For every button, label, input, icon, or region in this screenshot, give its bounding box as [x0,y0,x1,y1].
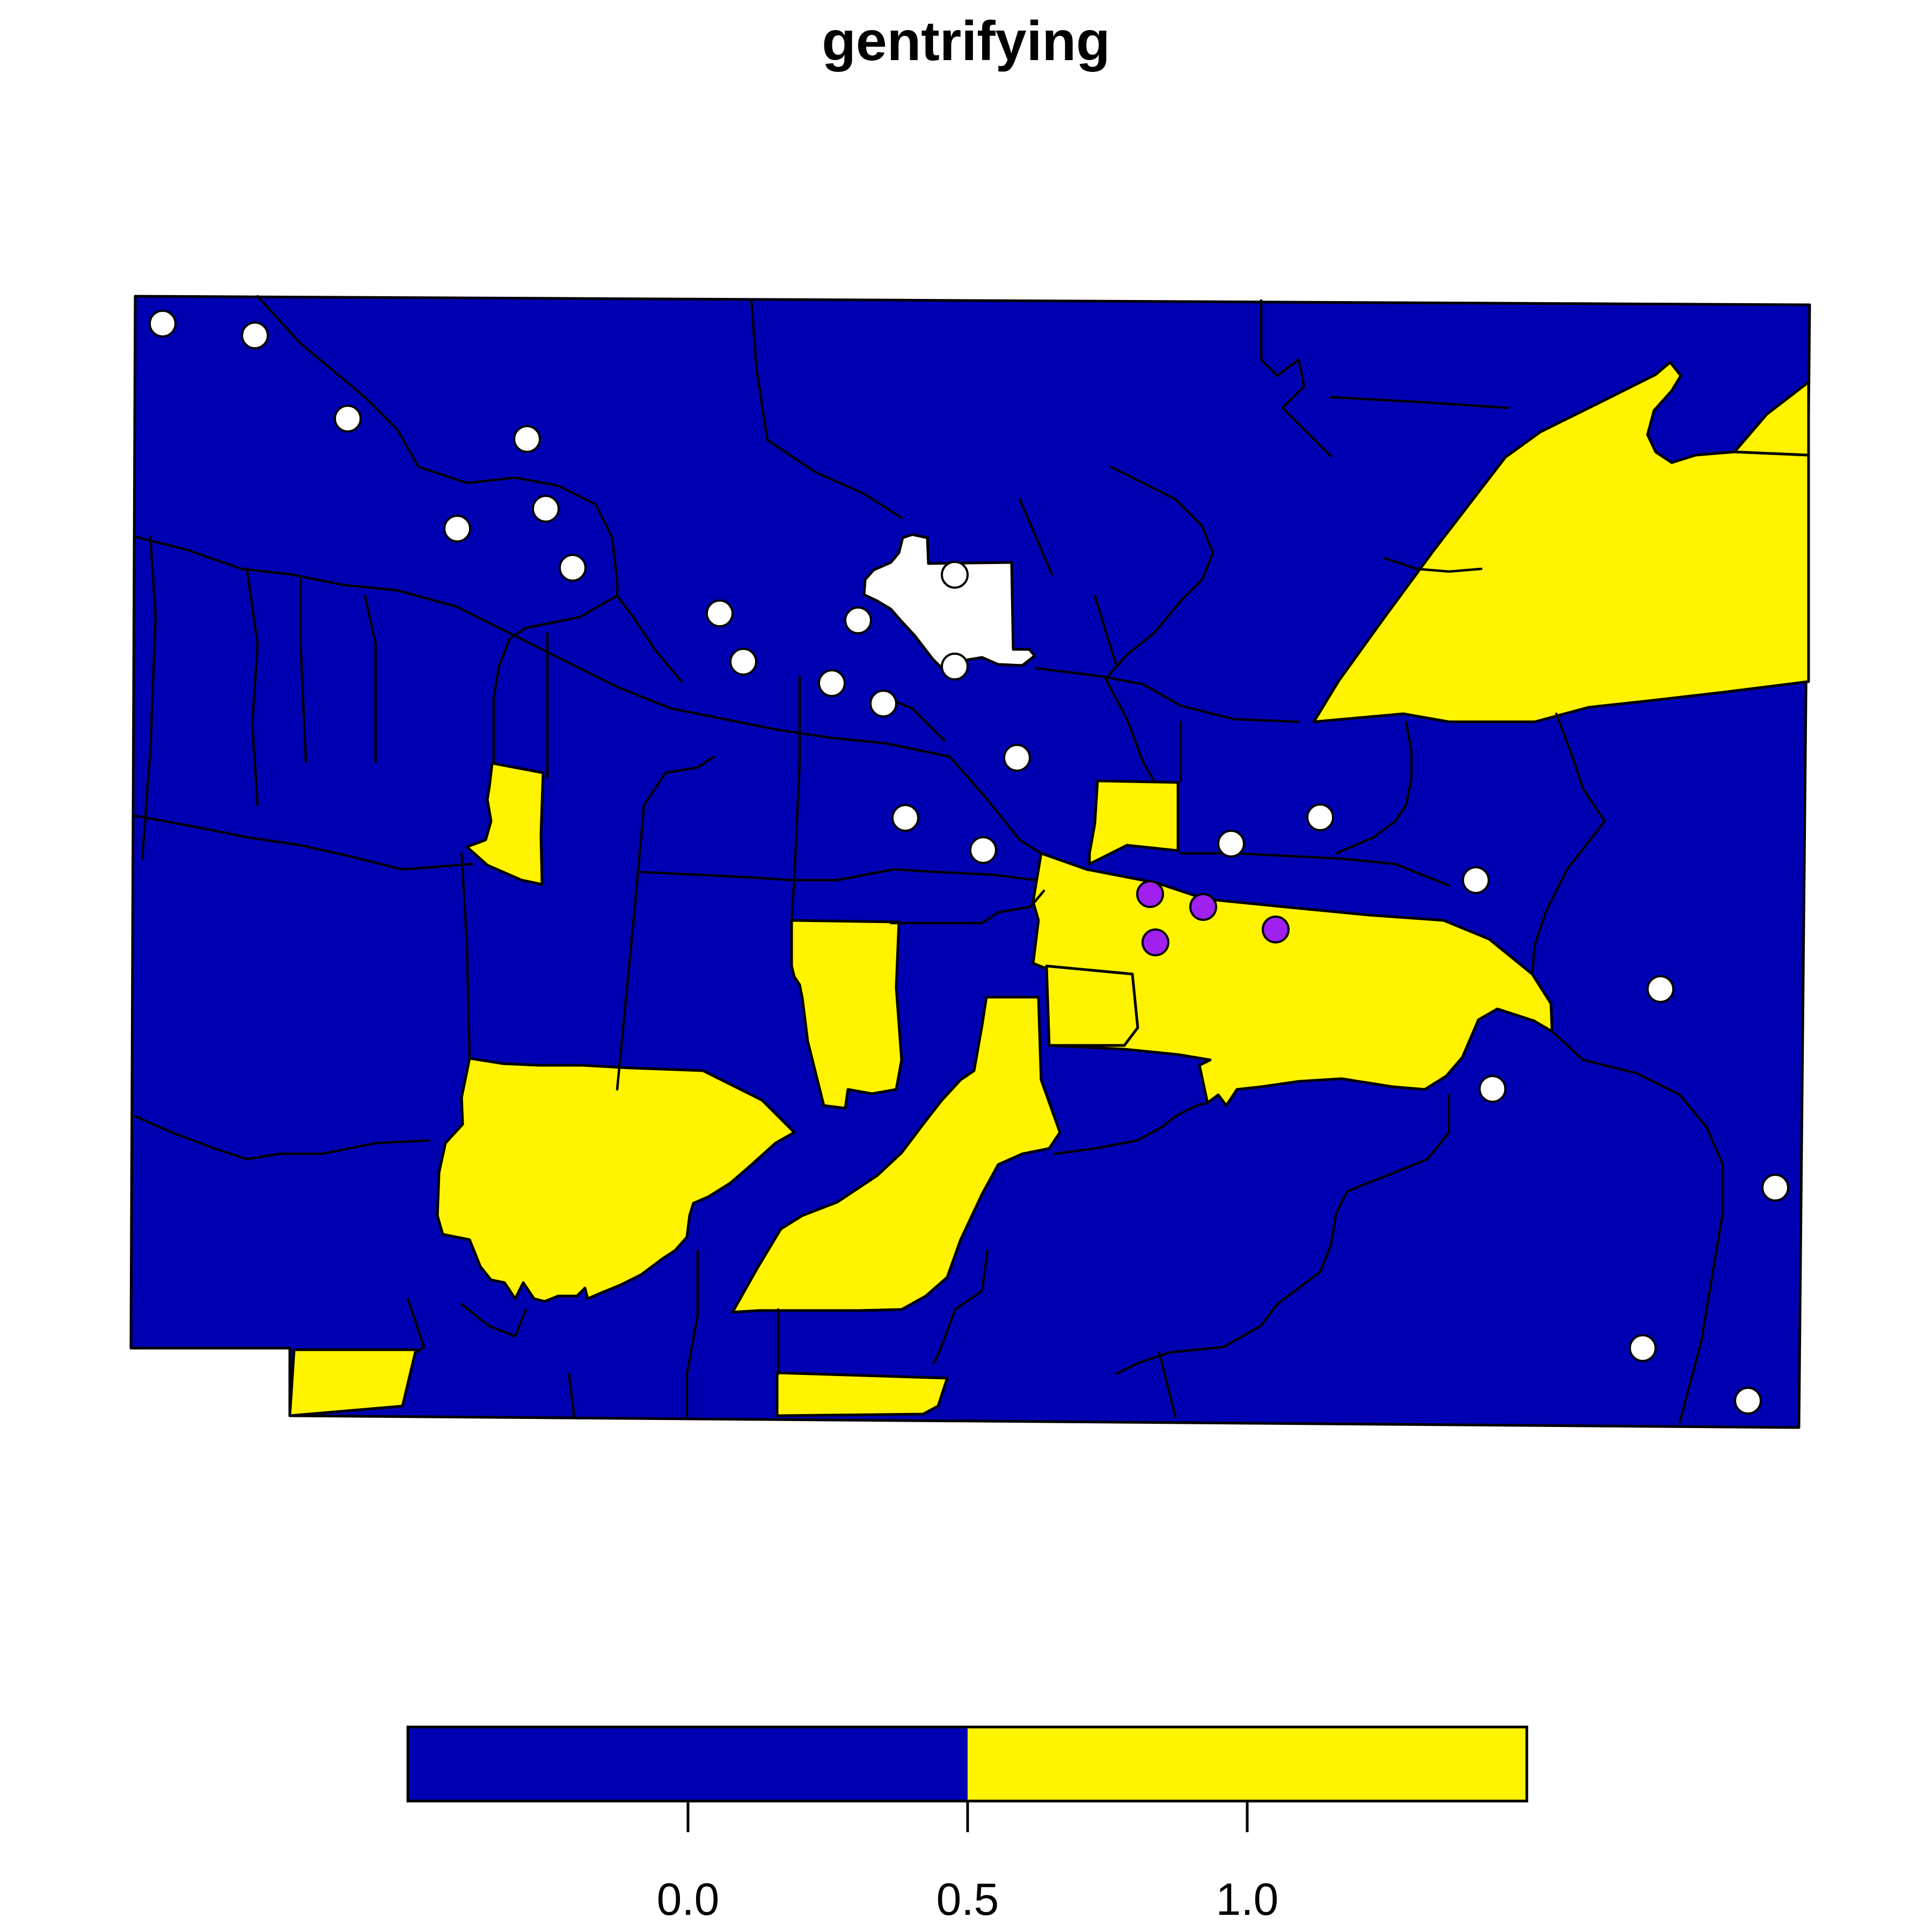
point-marker-2 [334,405,362,433]
yellow-region-bottom-center [775,1371,949,1417]
point-marker-20 [1646,975,1674,1003]
region-boundary-20 [1335,720,1413,855]
point-marker-19 [1462,866,1490,894]
flagged-point-marker-3 [1141,928,1169,956]
region-boundary-9 [1329,396,1510,409]
gentrifying-regions [288,361,1810,1417]
region-boundary-13 [616,594,683,683]
point-marker-22 [1761,1174,1789,1202]
region-boundary-6 [134,1115,431,1161]
region-boundary-21 [1531,712,1606,976]
region-boundary-37 [299,578,308,764]
choropleth-map [129,295,1811,1429]
region-boundary-3 [892,868,1037,882]
yellow-region-central-narrow [790,919,903,1110]
region-boundary-34 [889,889,1045,925]
point-marker-9 [844,606,872,634]
region-boundary-29 [406,1297,426,1354]
region-boundary-0 [134,535,952,758]
region-boundary-33 [460,852,471,1060]
flagged-point-marker-1 [1189,893,1217,921]
region-boundary-40 [1018,497,1053,576]
point-marker-12 [818,669,846,697]
region-boundary-11 [492,594,619,764]
region-boundary-35 [141,535,157,860]
point-marker-24 [1734,1387,1762,1415]
point-marker-11 [941,653,969,680]
point-marker-5 [443,515,471,543]
region-boundary-23 [1115,1093,1451,1375]
point-marker-14 [1003,744,1031,772]
point-marker-4 [532,495,560,523]
point-marker-10 [729,648,757,676]
legend-color-bar: 0.0 0.5 1.0 [406,1725,1528,1924]
flagged-point-marker-2 [1262,916,1290,943]
region-boundary-8 [1260,299,1333,458]
region-boundary-31 [567,1372,576,1418]
point-marker-0 [149,310,177,338]
point-marker-18 [1306,803,1334,831]
flagged-point-marker-0 [1136,880,1164,908]
region-boundary-25 [1053,1101,1209,1155]
region-boundary-36 [245,567,259,807]
region-boundary-26 [932,1249,989,1365]
yellow-region-southwest [436,1057,796,1303]
yellow-region-bottom-left [288,1348,418,1417]
point-marker-8 [706,599,734,627]
region-boundary-32 [616,755,715,1091]
region-boundary-1 [948,755,1043,855]
point-marker-21 [1479,1075,1506,1103]
yellow-region-central-block [1045,964,1139,1047]
region-boundary-41 [1383,557,1483,573]
region-boundary-10 [256,295,619,597]
region-boundary-5 [134,814,474,871]
point-marker-6 [559,554,587,582]
yellow-region-central-north [1088,779,1180,866]
region-boundary-16 [1104,465,1214,680]
region-boundary-24 [1158,1351,1177,1418]
region-boundary-30 [460,1302,528,1338]
point-markers [149,310,1789,1415]
point-marker-7 [941,561,969,589]
region-boundary-28 [685,1249,699,1418]
yellow-region-central-east [1031,852,1554,1107]
legend-tick-label-2: 1.0 [1216,1874,1279,1924]
point-marker-15 [891,804,919,832]
yellow-region-south-diagonal [731,996,1062,1314]
region-boundary-2 [1034,667,1300,723]
region-boundary-4 [640,868,895,882]
region-boundary-38 [363,594,377,764]
yellow-region-west-strip [465,762,545,886]
point-marker-1 [241,321,269,349]
legend-tick-label-0: 0.0 [657,1874,720,1924]
point-marker-16 [969,836,997,864]
region-boundary-39 [1093,594,1118,667]
region-boundary-17 [1104,677,1155,782]
point-marker-3 [513,425,541,453]
map-title: gentrifying [822,10,1110,72]
point-marker-13 [869,690,897,718]
region-boundary-22 [1549,1029,1724,1424]
yellow-region-northeast-corner [1733,380,1810,457]
legend-high-swatch [968,1727,1527,1801]
region-boundary-14 [790,675,801,922]
point-marker-23 [1629,1334,1657,1362]
region-boundary-15 [884,696,946,742]
legend-tick-label-1: 0.5 [936,1874,999,1924]
legend-low-swatch [408,1727,968,1801]
yellow-region-northeast [1312,361,1810,723]
region-boundary-7 [750,299,903,519]
point-marker-17 [1217,830,1245,858]
